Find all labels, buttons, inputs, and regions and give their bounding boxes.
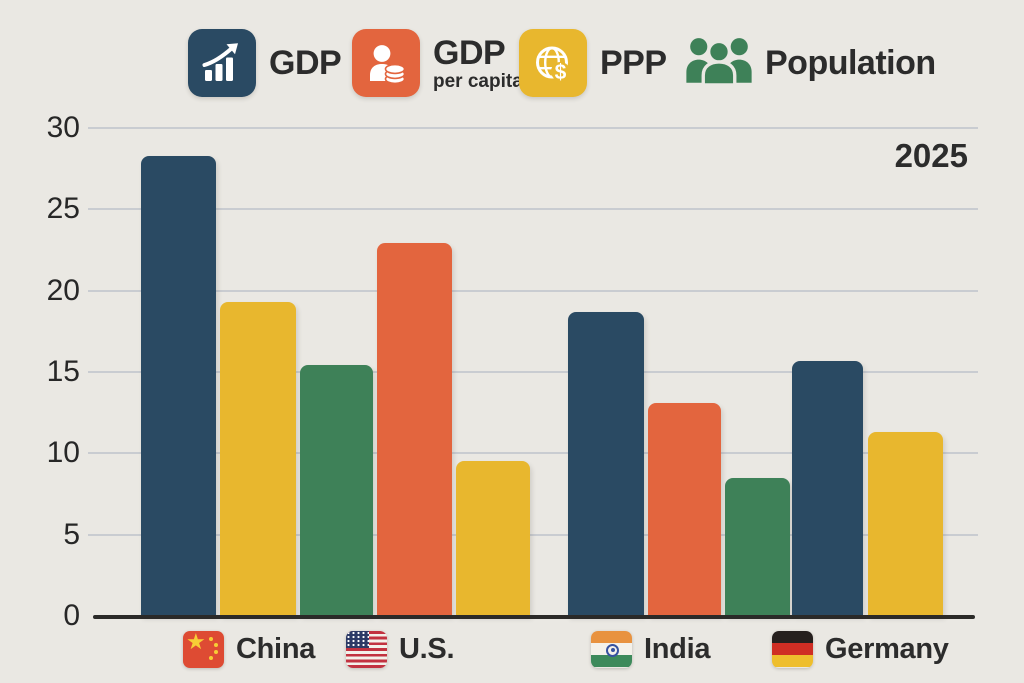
globe-dollar-icon: $ (519, 29, 587, 97)
legend-item-population: Population (683, 29, 936, 97)
gridline (88, 208, 978, 211)
y-tick-label: 15 (46, 355, 80, 388)
bar-gdp-per-capita (648, 402, 721, 616)
bar-ppp (220, 302, 296, 616)
x-label-india: India (591, 628, 710, 670)
gridline (88, 371, 978, 373)
india-flag-icon (591, 630, 632, 668)
legend-label-gdp-per-capita: GDP per capita (433, 36, 523, 91)
gridline (88, 452, 978, 455)
bar-gdp (568, 311, 644, 616)
country-label: U.S. (399, 632, 455, 665)
bar-ppp (868, 432, 943, 616)
y-tick-label: 30 (46, 111, 80, 144)
svg-text:$: $ (555, 61, 567, 84)
legend-item-gdp-per-capita: GDP per capita (352, 29, 523, 97)
x-label-germany: Germany (772, 628, 949, 670)
china-flag-icon: ★ (183, 630, 224, 668)
bar-ppp (456, 461, 530, 616)
bar-population (725, 477, 790, 616)
legend-label-text: Population (765, 44, 936, 82)
gridline (88, 289, 978, 292)
x-label-us: U.S. (346, 628, 455, 670)
legend-item-ppp: $ PPP (519, 29, 667, 97)
bar-gdp (141, 155, 216, 616)
person-coins-icon (352, 29, 420, 97)
y-tick-label: 25 (46, 192, 80, 226)
country-label: China (236, 632, 316, 665)
legend-label-ppp: PPP (600, 46, 667, 80)
legend-label-text: PPP (600, 44, 667, 82)
y-tick-label: 5 (63, 517, 80, 551)
gridline (88, 533, 978, 536)
gridline (88, 127, 978, 129)
bar-chart-growth-icon (188, 29, 256, 97)
legend-sublabel-text: per capita (433, 70, 523, 92)
germany-flag-icon (772, 630, 813, 668)
legend-label-text: GDP (433, 33, 506, 72)
legend-label-gdp: GDP (269, 44, 342, 82)
bar-gdp (792, 360, 863, 616)
people-group-icon (683, 33, 755, 93)
legend-label-text: GDP (269, 44, 342, 82)
bar-population (300, 365, 373, 616)
x-axis-line (93, 615, 975, 619)
y-tick-label: 20 (46, 273, 80, 307)
legend-item-gdp: GDP (188, 29, 342, 97)
year-label: 2025 (894, 137, 968, 174)
country-label: India (644, 632, 711, 665)
legend-label-population: Population (765, 46, 936, 80)
y-tick-label: 10 (46, 436, 80, 470)
bar-gdp-per-capita (377, 243, 452, 616)
x-label-china: ★ China (183, 628, 315, 670)
us-flag-icon (346, 630, 387, 668)
y-tick-label: 0 (63, 599, 80, 632)
country-label: Germany (825, 632, 949, 665)
